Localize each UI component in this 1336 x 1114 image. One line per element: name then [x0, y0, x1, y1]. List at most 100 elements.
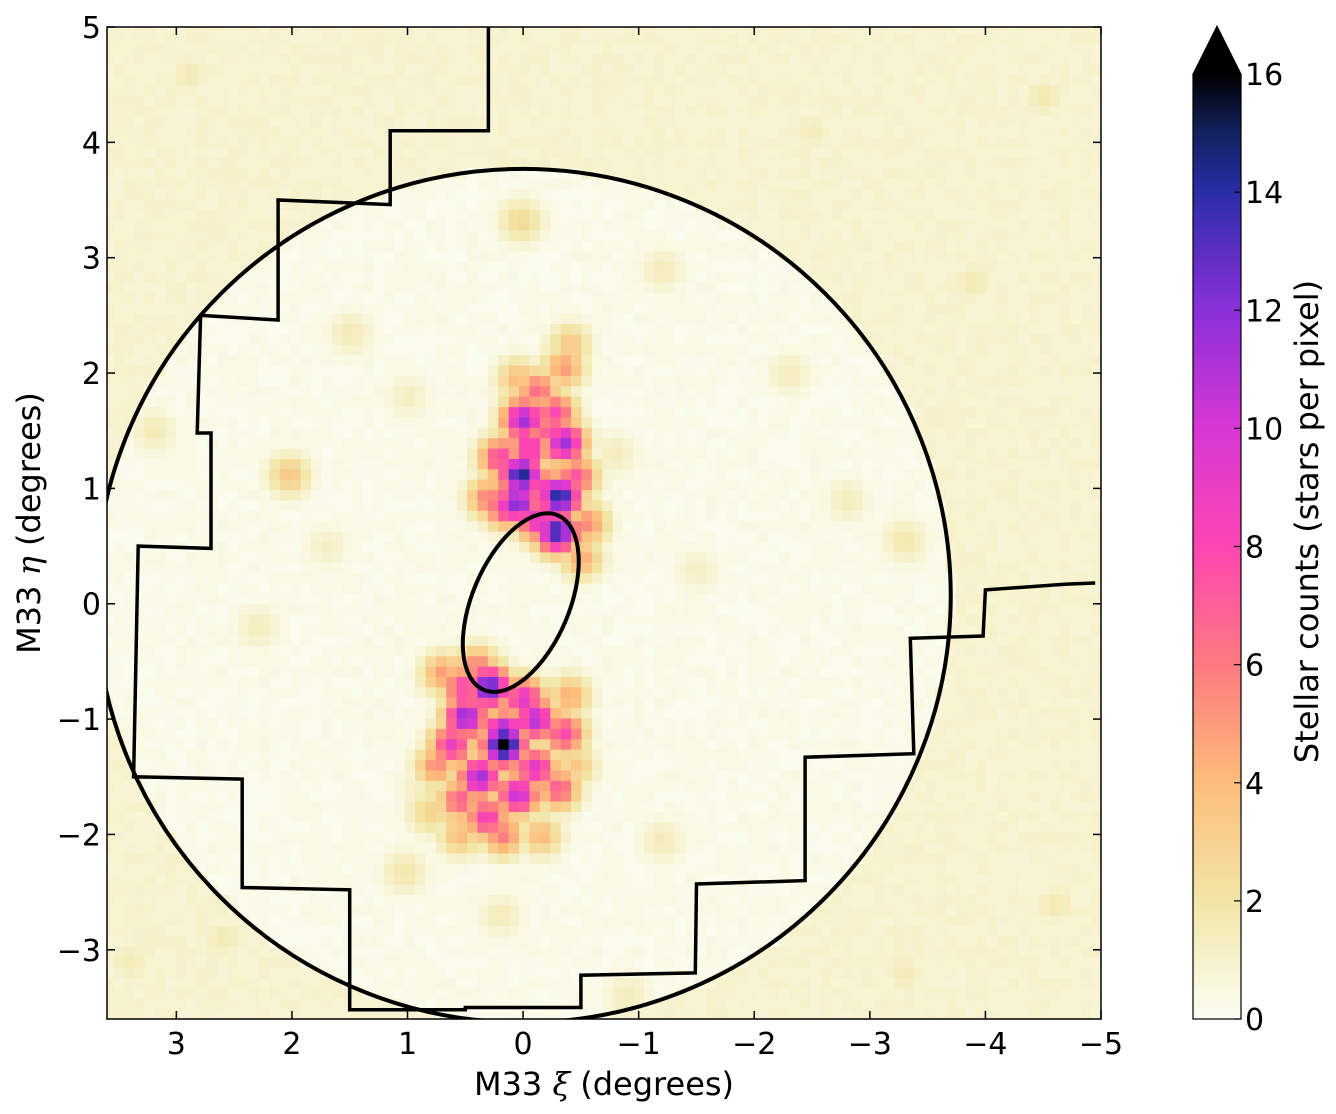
heatmap-cell — [705, 32, 717, 44]
heatmap-cell — [778, 157, 790, 169]
heatmap-cell — [1090, 458, 1101, 470]
heatmap-cell — [934, 157, 946, 169]
heatmap-cell — [820, 998, 832, 1010]
heatmap-cell — [622, 759, 634, 771]
heatmap-cell — [716, 396, 728, 408]
heatmap-cell — [653, 468, 665, 480]
heatmap-cell — [716, 406, 728, 418]
heatmap-cell — [705, 209, 717, 221]
heatmap-cell — [757, 749, 769, 761]
heatmap-cell — [695, 738, 707, 750]
heatmap-cell — [924, 780, 936, 792]
heatmap-cell — [570, 63, 582, 75]
heatmap-cell — [684, 302, 696, 314]
heatmap-cell — [778, 333, 790, 345]
heatmap-cell — [1059, 281, 1071, 293]
heatmap-cell — [612, 292, 624, 304]
heatmap-cell — [996, 998, 1008, 1010]
heatmap-cell — [788, 479, 800, 491]
heatmap-cell — [986, 323, 998, 335]
heatmap-cell — [799, 686, 811, 698]
heatmap-cell — [747, 333, 759, 345]
heatmap-cell — [851, 728, 863, 740]
heatmap-cell — [851, 697, 863, 709]
heatmap-cell — [1007, 510, 1019, 522]
heatmap-cell — [757, 551, 769, 563]
heatmap-cell — [924, 863, 936, 875]
heatmap-cell — [716, 209, 728, 221]
heatmap-cell — [851, 582, 863, 594]
heatmap-cell — [809, 655, 821, 667]
heatmap-cell — [664, 437, 676, 449]
heatmap-cell — [809, 562, 821, 574]
heatmap-cell — [851, 489, 863, 501]
heatmap-cell — [664, 946, 676, 958]
heatmap-cell — [560, 302, 572, 314]
heatmap-cell — [684, 385, 696, 397]
heatmap-cell — [716, 105, 728, 117]
heatmap-cell — [632, 323, 644, 335]
heatmap-cell — [643, 448, 655, 459]
heatmap-cell — [830, 468, 842, 480]
heatmap-cell — [944, 769, 956, 781]
heatmap-cell — [622, 323, 634, 335]
heatmap-cell — [913, 396, 925, 408]
heatmap-cell — [996, 406, 1008, 418]
heatmap-cell — [840, 136, 852, 148]
heatmap-cell — [976, 344, 988, 356]
heatmap-cell — [716, 904, 728, 916]
heatmap-cell — [955, 987, 967, 999]
heatmap-cell — [924, 27, 936, 34]
heatmap-cell — [799, 219, 811, 231]
heatmap-cell — [705, 281, 717, 293]
heatmap-cell — [612, 63, 624, 75]
heatmap-cell — [1007, 448, 1019, 459]
heatmap-cell — [872, 375, 884, 387]
heatmap-cell — [1080, 271, 1092, 283]
heatmap-cell — [674, 645, 686, 657]
heatmap-cell — [695, 364, 707, 376]
heatmap-cell — [944, 790, 956, 802]
heatmap-cell — [736, 572, 748, 584]
heatmap-cell — [996, 614, 1008, 626]
heatmap-cell — [1017, 510, 1029, 522]
heatmap-cell — [726, 915, 738, 927]
heatmap-cell — [788, 987, 800, 999]
heatmap-cell — [601, 333, 613, 345]
heatmap-cell — [882, 728, 894, 740]
heatmap-cell — [1007, 292, 1019, 304]
heatmap-cell — [695, 354, 707, 366]
heatmap-cell — [580, 956, 592, 968]
heatmap-cell — [664, 821, 676, 833]
heatmap-cell — [1059, 126, 1071, 138]
heatmap-cell — [851, 551, 863, 563]
heatmap-cell — [778, 977, 790, 989]
heatmap-cell — [674, 136, 686, 148]
heatmap-cell — [747, 593, 759, 605]
heatmap-cell — [965, 666, 977, 678]
heatmap-cell — [976, 832, 988, 844]
heatmap-cell — [570, 852, 582, 864]
heatmap-cell — [726, 499, 738, 511]
heatmap-cell — [976, 406, 988, 418]
heatmap-cell — [913, 634, 925, 646]
heatmap-cell — [757, 27, 769, 34]
heatmap-cell — [612, 946, 624, 958]
heatmap-cell — [757, 333, 769, 345]
heatmap-cell — [643, 738, 655, 750]
heatmap-cell — [872, 852, 884, 864]
heatmap-cell — [601, 375, 613, 387]
heatmap-cell — [622, 686, 634, 698]
heatmap-cell — [684, 873, 696, 885]
heatmap-cell — [653, 188, 665, 200]
heatmap-cell — [1059, 63, 1071, 75]
heatmap-cell — [736, 146, 748, 158]
heatmap-cell — [726, 873, 738, 885]
heatmap-cell — [840, 250, 852, 262]
heatmap-cell — [820, 666, 832, 678]
heatmap-cell — [747, 375, 759, 387]
heatmap-cell — [1069, 510, 1081, 522]
heatmap-cell — [674, 946, 686, 958]
heatmap-cell — [1069, 780, 1081, 792]
heatmap-cell — [695, 43, 707, 55]
